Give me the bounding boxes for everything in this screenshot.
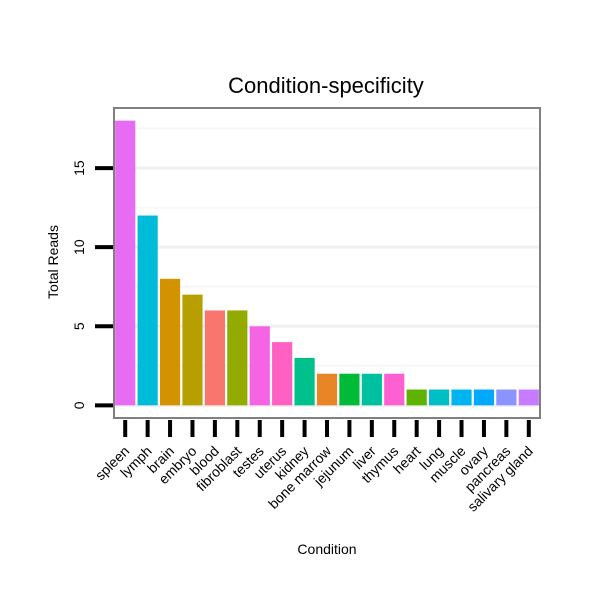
bar-fibroblast xyxy=(227,310,248,406)
bars xyxy=(115,120,539,406)
x-axis: spleenlymphbrainembryobloodfibroblasttes… xyxy=(92,420,536,515)
bar-ovary xyxy=(473,389,495,406)
chart-title: Condition-specificity xyxy=(228,73,424,98)
y-tick-label: 5 xyxy=(71,322,87,330)
bar-spleen xyxy=(115,120,136,406)
bar-jejunum xyxy=(339,373,360,406)
y-tick-label: 0 xyxy=(71,401,87,409)
bar-brain xyxy=(159,278,181,406)
y-axis: 0 5 10 15 xyxy=(71,160,113,409)
y-tick-label: 10 xyxy=(71,239,87,255)
bar-blood xyxy=(204,310,225,406)
bar-muscle xyxy=(451,389,472,406)
bar-heart xyxy=(406,389,427,406)
plot-panel xyxy=(113,107,541,419)
y-tick-label: 15 xyxy=(71,160,87,176)
x-axis-label: Condition xyxy=(297,541,356,557)
bar-embryo xyxy=(182,294,203,406)
bar-thymus xyxy=(384,373,405,406)
bar-bone-marrow xyxy=(316,373,338,406)
bar-lymph xyxy=(137,215,158,406)
bar-kidney xyxy=(294,357,315,406)
bar-uterus xyxy=(272,342,293,406)
bar-pancreas xyxy=(496,389,517,406)
bar-salivary-gland xyxy=(518,389,539,406)
bar-lung xyxy=(429,389,450,406)
bar-liver xyxy=(361,373,382,406)
y-axis-label: Total Reads xyxy=(45,225,61,299)
bar-testes xyxy=(249,326,270,406)
